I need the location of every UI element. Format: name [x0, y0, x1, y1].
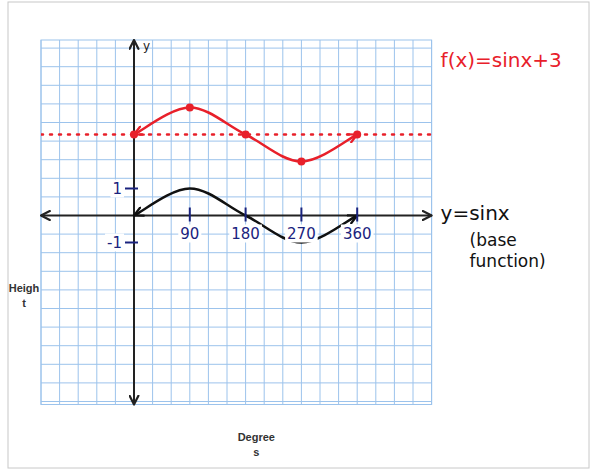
series-label: f(x)=sinx+3	[441, 48, 562, 72]
grid-line	[41, 271, 432, 272]
labels: y=sinx (basefunction) f(x)=sinx+3	[441, 48, 562, 271]
title-line: Degree	[238, 431, 275, 443]
y-tick	[125, 188, 138, 190]
grid-line	[41, 48, 432, 49]
graph-paper	[41, 40, 432, 405]
label-patch	[105, 234, 124, 252]
title-line: t	[22, 297, 26, 309]
grid-line	[41, 252, 432, 253]
grid-line	[394, 40, 395, 405]
grid-line	[41, 289, 432, 290]
point	[186, 104, 194, 112]
plot-area	[41, 104, 432, 243]
grid-line	[208, 40, 209, 405]
label-patch	[285, 225, 318, 243]
grid-line	[41, 327, 432, 328]
x-tick-label: 360	[343, 225, 372, 243]
grid-line	[245, 40, 246, 405]
grid-line	[41, 345, 432, 346]
y-axis	[133, 40, 135, 405]
grid-line	[357, 40, 358, 405]
x-tick-label: 90	[180, 225, 199, 243]
grid-line	[227, 40, 228, 405]
annotation-line: function)	[470, 251, 546, 271]
midline	[41, 133, 432, 136]
x-tick	[356, 208, 358, 222]
ticks: 90 180 270 360 -1 1	[105, 180, 373, 252]
point	[130, 131, 138, 139]
axis-letter: y	[143, 39, 150, 53]
x-tick	[189, 208, 191, 222]
point	[353, 131, 361, 139]
grid-line	[320, 40, 321, 405]
label-patch	[229, 225, 262, 243]
grid-line	[152, 40, 153, 405]
grid-line	[41, 103, 432, 104]
frame	[8, 2, 589, 468]
y-tick-label: 1	[112, 180, 122, 198]
grid-line	[171, 40, 172, 405]
grid-line	[41, 382, 432, 383]
point	[242, 131, 250, 139]
x-tick-label: 270	[287, 225, 316, 243]
grid-line	[338, 40, 339, 405]
grid-border	[41, 40, 432, 405]
grid-line	[78, 40, 79, 405]
grid-line	[189, 40, 190, 405]
grid-line	[264, 40, 265, 405]
title-line: Heigh	[9, 282, 40, 294]
y-tick	[125, 242, 138, 244]
x-axis-title: Degree s	[238, 431, 275, 458]
grid-line	[41, 308, 432, 309]
x-axis	[41, 215, 432, 217]
grid-line	[115, 40, 116, 405]
x-tick	[245, 208, 247, 222]
grid-line	[41, 401, 432, 402]
grid-line	[41, 141, 432, 142]
label-patch	[341, 225, 374, 243]
grid-line	[134, 40, 135, 405]
grid-line	[59, 40, 60, 405]
grid-line	[41, 178, 432, 179]
series-label: y=sinx	[441, 201, 510, 225]
grid-line	[41, 122, 432, 123]
x-tick-label: 180	[231, 225, 260, 243]
title-line: s	[253, 446, 259, 458]
grid-line	[41, 66, 432, 67]
annotation: (basefunction)	[470, 230, 546, 271]
x-tick	[300, 208, 302, 222]
grid-line	[41, 215, 432, 216]
grid-line	[282, 40, 283, 405]
grid-line	[41, 196, 432, 197]
series-line	[134, 189, 357, 243]
label-patch	[178, 225, 201, 243]
annotation-line: (base	[470, 230, 517, 250]
page: {"chart_data": {"type": "line", "x": [0,…	[0, 0, 596, 473]
grid-line	[413, 40, 414, 405]
grid-line	[96, 40, 97, 405]
series-line	[134, 108, 357, 162]
grid-line	[375, 40, 376, 405]
grid-line	[301, 40, 302, 405]
chart: y=sinx (basefunction) f(x)=sinx+3 90 180 270 3…	[0, 0, 596, 473]
label-patch	[110, 180, 124, 198]
grid-line	[41, 364, 432, 365]
grid-line	[41, 85, 432, 86]
grid-line	[41, 159, 432, 160]
y-tick-label: -1	[107, 234, 122, 252]
y-axis-title: Heigh t	[9, 282, 40, 309]
point	[297, 158, 305, 166]
